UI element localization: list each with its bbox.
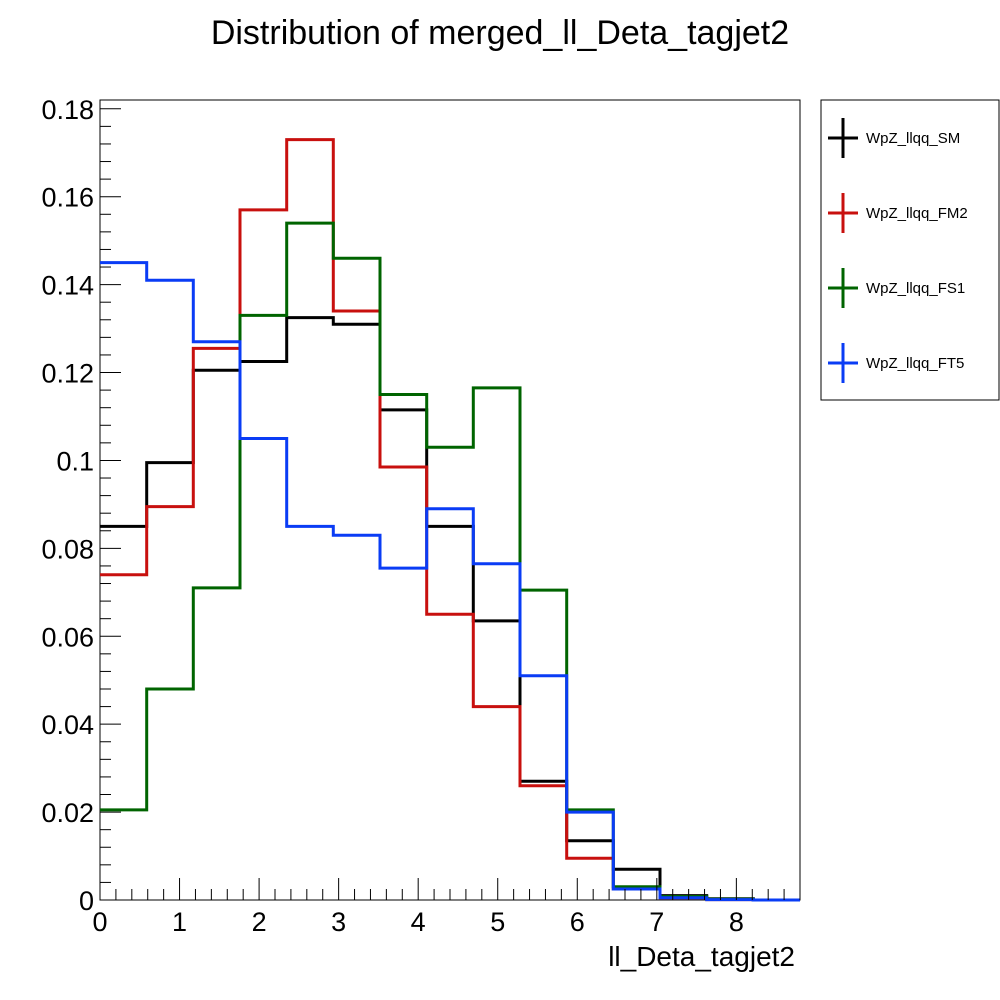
legend-label: WpZ_llqq_SM [866, 130, 960, 147]
x-axis: 0 1 2 3 4 5 6 7 8 [92, 878, 801, 937]
x-tick-label: 5 [490, 907, 505, 937]
y-tick-label: 0.18 [41, 95, 94, 125]
legend-box [820, 99, 1000, 401]
y-tick-label: 0.06 [41, 622, 94, 652]
x-axis-title: ll_Deta_tagjet2 [608, 941, 795, 972]
legend: WpZ_llqq_SM WpZ_llqq_FM2 WpZ_llqq_FS1 WpZ_l… [820, 99, 1000, 401]
y-tick-label: 0.14 [41, 271, 94, 301]
y-tick-label: 0.04 [41, 710, 94, 740]
x-tick-label: 4 [411, 907, 426, 937]
legend-label: WpZ_llqq_FS1 [866, 280, 965, 297]
x-tick-label: 6 [570, 907, 585, 937]
y-tick-label: 0 [79, 886, 94, 916]
y-tick-label: 0.12 [41, 359, 94, 389]
y-tick-label: 0.02 [41, 798, 94, 828]
y-tick-label: 0.1 [56, 446, 94, 476]
x-tick-label: 0 [92, 907, 107, 937]
y-tick-label: 0.16 [41, 183, 94, 213]
legend-label: WpZ_llqq_FT5 [866, 355, 964, 372]
series-line-4 [100, 261, 800, 902]
x-tick-label: 2 [252, 907, 267, 937]
y-tick-label: 0.08 [41, 534, 94, 564]
chart-title: Distribution of merged_ll_Deta_tagjet2 [211, 14, 789, 52]
y-axis: 0 0.02 0.04 0.06 0.08 0.1 0.12 0.14 0.16 0.18 [41, 95, 121, 916]
x-tick-label: 1 [172, 907, 187, 937]
series-layer [100, 138, 800, 902]
x-tick-label: 3 [331, 907, 346, 937]
x-tick-label: 8 [729, 907, 744, 937]
x-tick-label: 7 [649, 907, 664, 937]
legend-label: WpZ_llqq_FM2 [866, 205, 968, 222]
